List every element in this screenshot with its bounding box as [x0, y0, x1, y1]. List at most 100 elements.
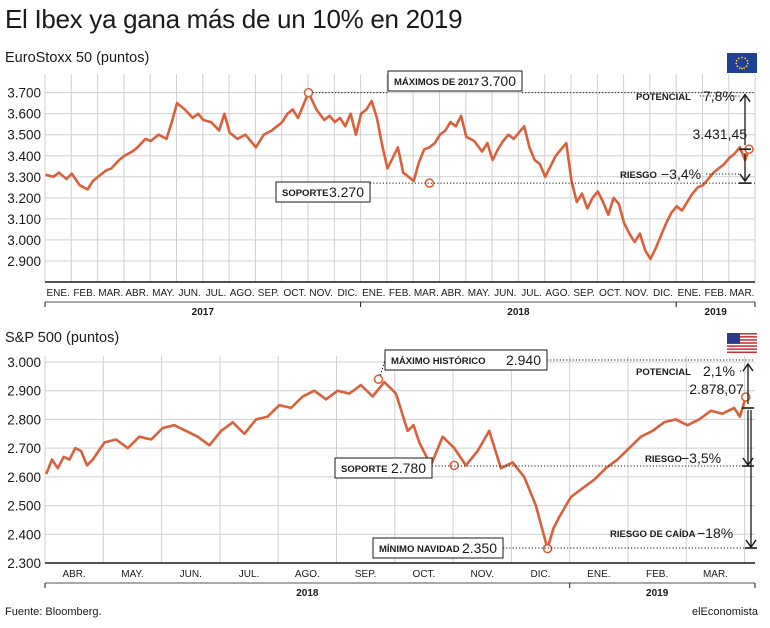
c1-risk-arrow-head [739, 173, 751, 183]
c1-ytick-label: 2.900 [7, 254, 41, 269]
c2-max-marker [373, 374, 384, 385]
c2-month-label: JUN. [180, 569, 202, 580]
c1-support-marker [424, 178, 435, 188]
c1-potential-value: 7,8% [703, 88, 735, 104]
c2-potential-label: POTENCIAL [636, 367, 691, 378]
c2-month-label: ENE. [587, 569, 610, 580]
c2-ytick-label: 2.700 [7, 441, 41, 456]
c2-year-label: 2018 [296, 588, 319, 599]
c2-month-label: AGO. [295, 569, 320, 580]
c1-month-label: ENE. [362, 288, 385, 299]
c1-series-line [45, 91, 751, 261]
eu-flag-icon [727, 53, 757, 73]
c1-month-label: AGO. [230, 288, 255, 299]
c2-crash-value: −18% [697, 525, 733, 541]
c1-ytick-label: 3.700 [7, 86, 41, 101]
c2-last-value: 2.878,07 [689, 381, 744, 397]
c2-month-label: MAR. [703, 569, 728, 580]
c1-support-annotation-value: 3.270 [329, 184, 364, 200]
c1-month-label: JUN. [179, 288, 201, 299]
c1-month-label: DIC. [653, 288, 673, 299]
c1-month-label: OCT. [283, 288, 306, 299]
c1-month-label: SEP. [258, 288, 280, 299]
c1-year-label: 2019 [705, 307, 728, 318]
c1-risk-label: RIESGO [620, 170, 657, 181]
c1-year-label: 2017 [192, 307, 215, 318]
c2-ytick-label: 2.600 [7, 470, 41, 485]
c2-ytick-label: 2.800 [7, 412, 41, 427]
c2-potential-arrow-head [742, 362, 754, 372]
c2-month-label: SEP. [355, 569, 377, 580]
c1-risk-value: −3,4% [661, 166, 701, 182]
c1-max-annotation-value: 3.700 [481, 73, 516, 89]
c1-month-label: ENE. [678, 288, 701, 299]
c1-month-label: ABR. [125, 288, 148, 299]
c1-month-label: FEB. [389, 288, 411, 299]
c1-ytick-label: 3.000 [7, 233, 41, 248]
c2-min-annotation-value: 2.350 [462, 540, 497, 556]
c1-month-label: JUL. [521, 288, 542, 299]
c1-support-annotation-box [275, 181, 371, 203]
c1-month-label: MAR. [729, 288, 754, 299]
c1-month-label: ENE. [46, 288, 69, 299]
c2-month-label: DIC. [531, 569, 551, 580]
c2-month-label: MAY. [121, 569, 143, 580]
c1-support-annotation-label: SOPORTE [282, 188, 328, 199]
c2-crash-arrow-head [745, 539, 757, 549]
source-note: Fuente: Bloomberg. [5, 606, 102, 618]
c2-month-label: OCT. [413, 569, 436, 580]
c2-ytick-label: 3.000 [7, 355, 41, 370]
c2-year-label: 2019 [646, 588, 669, 599]
c2-support-annotation-value: 2.780 [391, 460, 426, 476]
c1-ytick-label: 3.300 [7, 170, 41, 185]
c1-potential-arrow-head [739, 93, 751, 103]
c1-ytick-label: 3.400 [7, 149, 41, 164]
c2-support-annotation-box [334, 457, 433, 479]
c1-last-value: 3.431,45 [693, 126, 748, 142]
c1-month-label: JUN. [494, 288, 516, 299]
c2-series-line [44, 380, 748, 550]
c1-year-label: 2018 [507, 307, 530, 318]
c2-support-annotation-label: SOPORTE [341, 464, 387, 475]
c2-ytick-label: 2.300 [7, 556, 41, 571]
c2-ytick-label: 2.900 [7, 384, 41, 399]
chart-2-title: S&P 500 (puntos) [5, 330, 120, 346]
c1-month-label: SEP. [573, 288, 595, 299]
c1-max-annotation-label: MÁXIMOS DE 2017 [394, 77, 479, 88]
c2-potential-value: 2,1% [703, 363, 735, 379]
c1-ytick-label: 3.500 [7, 128, 41, 143]
c2-ytick-label: 2.400 [7, 527, 41, 542]
c1-max-annotation-box [387, 70, 523, 92]
c2-risk-value: −3,5% [681, 450, 721, 466]
c2-month-label: ABR. [62, 569, 85, 580]
c2-min-marker [542, 543, 553, 554]
c1-max-marker [303, 87, 314, 98]
c1-ytick-label: 3.600 [7, 107, 41, 122]
c1-month-label: MAY. [468, 288, 490, 299]
c1-month-label: MAR. [414, 288, 439, 299]
c1-month-label: JUL. [206, 288, 227, 299]
c2-month-label: NOV. [470, 569, 494, 580]
c1-ytick-label: 3.200 [7, 191, 41, 206]
c1-ytick-label: 3.100 [7, 212, 41, 227]
c1-month-label: MAY. [152, 288, 174, 299]
c1-month-label: FEB. [73, 288, 95, 299]
c2-min-annotation-label: MÍNIMO NAVIDAD [379, 544, 460, 555]
c1-potential-label: POTENCIAL [636, 92, 691, 103]
c1-month-label: DIC. [337, 288, 357, 299]
c2-risk-label: RIESGO [645, 454, 682, 465]
c2-max-leader [379, 359, 386, 376]
page-title: El Ibex ya gana más de un 10% en 2019 [5, 4, 463, 34]
c1-month-label: NOV. [309, 288, 333, 299]
c1-month-label: AGO. [545, 288, 570, 299]
c1-month-label: ABR. [441, 288, 464, 299]
brand-logo-text: elEconomista [691, 606, 758, 618]
c2-max-annotation-value: 2.940 [506, 352, 541, 368]
c2-crash-label: RIESGO DE CAÍDA [610, 529, 696, 540]
c2-ytick-label: 2.500 [7, 499, 41, 514]
c2-month-label: FEB. [646, 569, 668, 580]
c1-month-label: FEB. [705, 288, 727, 299]
c2-month-label: JUL. [239, 569, 260, 580]
c2-support-marker [449, 460, 460, 471]
